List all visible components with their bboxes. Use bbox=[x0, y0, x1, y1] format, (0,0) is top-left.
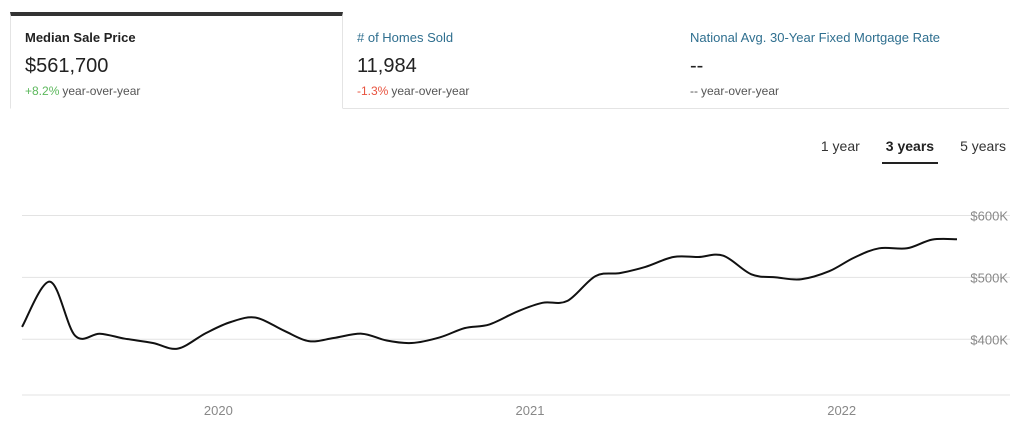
data-point[interactable] bbox=[437, 334, 443, 340]
x-tick-label: 2020 bbox=[204, 403, 233, 418]
change-label: year-over-year bbox=[701, 84, 780, 98]
data-point[interactable] bbox=[617, 270, 623, 276]
metric-value: $561,700 bbox=[25, 55, 109, 77]
metric-title: # of Homes Sold bbox=[357, 30, 454, 45]
data-point[interactable] bbox=[175, 346, 181, 352]
metric-title: Median Sale Price bbox=[25, 30, 136, 45]
data-point[interactable] bbox=[97, 331, 103, 337]
series-layer bbox=[19, 236, 960, 352]
metric-change: -- year-over-year bbox=[690, 84, 995, 99]
data-point[interactable] bbox=[826, 268, 832, 274]
range-tab-5-years[interactable]: 5 years bbox=[960, 138, 1006, 154]
metric-value: -- bbox=[690, 55, 704, 77]
data-point[interactable] bbox=[876, 245, 882, 251]
data-point[interactable] bbox=[203, 330, 209, 336]
x-axis-ticks: 2020 2021 2022 bbox=[204, 403, 856, 418]
data-point[interactable] bbox=[515, 308, 521, 314]
data-point[interactable] bbox=[306, 338, 312, 344]
metric-tab-mortgage-rate[interactable]: National Avg. 30-Year Fixed Mortgage Rat… bbox=[676, 12, 1009, 109]
data-point[interactable] bbox=[773, 274, 779, 280]
change-percent: -1.3% bbox=[357, 84, 389, 98]
data-point[interactable] bbox=[281, 328, 287, 334]
x-tick-label: 2022 bbox=[827, 403, 856, 418]
data-point[interactable] bbox=[150, 340, 156, 346]
data-point[interactable] bbox=[72, 333, 78, 339]
range-tab-1-year[interactable]: 1 year bbox=[820, 138, 860, 154]
data-point[interactable] bbox=[748, 271, 754, 277]
data-point[interactable] bbox=[593, 273, 599, 279]
change-label: year-over-year bbox=[391, 84, 470, 98]
data-point[interactable] bbox=[462, 325, 468, 331]
data-point[interactable] bbox=[19, 324, 25, 330]
metric-change: -1.3% year-over-year bbox=[357, 84, 662, 99]
y-tick-label: $600K bbox=[970, 208, 1008, 223]
data-point[interactable] bbox=[954, 236, 960, 242]
data-point[interactable] bbox=[798, 276, 804, 282]
data-point[interactable] bbox=[253, 315, 259, 321]
data-point[interactable] bbox=[904, 245, 910, 251]
grid-lines bbox=[22, 214, 1010, 396]
metric-tabs: Median Sale Price $561,700 +8.2% year-ove… bbox=[10, 12, 1010, 109]
metric-value: 11,984 bbox=[357, 55, 417, 77]
data-point[interactable] bbox=[487, 321, 493, 327]
data-point[interactable] bbox=[331, 335, 337, 341]
data-point[interactable] bbox=[929, 237, 935, 243]
y-tick-label: $500K bbox=[970, 270, 1008, 285]
data-point[interactable] bbox=[720, 253, 726, 259]
y-axis-ticks: $400K $500K $600K bbox=[970, 208, 1008, 347]
change-label: year-over-year bbox=[62, 84, 141, 98]
data-point[interactable] bbox=[670, 254, 676, 260]
range-tab-3-years[interactable]: 3 years bbox=[881, 136, 939, 164]
data-point[interactable] bbox=[359, 331, 365, 337]
data-point[interactable] bbox=[384, 338, 390, 344]
data-point[interactable] bbox=[122, 336, 128, 342]
metric-change: +8.2% year-over-year bbox=[25, 84, 328, 99]
data-point[interactable] bbox=[540, 300, 546, 306]
data-point[interactable] bbox=[695, 254, 701, 260]
data-point[interactable] bbox=[851, 255, 857, 261]
data-point[interactable] bbox=[228, 319, 234, 325]
data-point[interactable] bbox=[47, 279, 53, 285]
y-tick-label: $400K bbox=[970, 332, 1008, 347]
data-point[interactable] bbox=[642, 264, 648, 270]
time-range-tabs: 1 year 3 years 5 years bbox=[799, 136, 1006, 164]
metric-tab-median-sale-price[interactable]: Median Sale Price $561,700 +8.2% year-ove… bbox=[10, 12, 343, 109]
series-line bbox=[21, 237, 958, 350]
x-tick-label: 2021 bbox=[516, 403, 545, 418]
change-percent: +8.2% bbox=[25, 84, 60, 98]
data-point[interactable] bbox=[564, 298, 570, 304]
data-point[interactable] bbox=[409, 340, 415, 346]
metric-tab-homes-sold[interactable]: # of Homes Sold 11,984 -1.3% year-over-ye… bbox=[343, 12, 676, 109]
change-percent: -- bbox=[690, 84, 698, 98]
metric-title: National Avg. 30-Year Fixed Mortgage Rat… bbox=[690, 30, 941, 45]
